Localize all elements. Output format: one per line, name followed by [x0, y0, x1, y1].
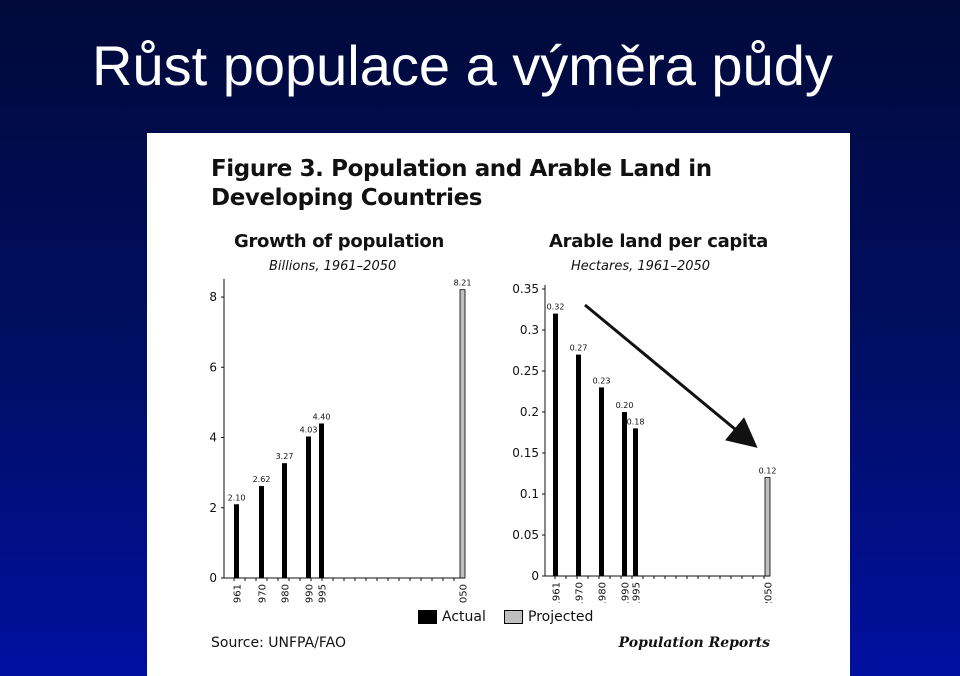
land-ytick-label: 0.25 — [512, 364, 539, 378]
land-value-label: 0.20 — [616, 401, 634, 410]
land-value-label: 0.32 — [547, 303, 565, 312]
pop-value-label: 4.03 — [300, 425, 318, 434]
left-chart-subtitle: Billions, 1961–2050 — [269, 259, 397, 274]
land-category-label: 1995 — [632, 582, 643, 603]
pop-bar-1990 — [306, 436, 311, 578]
land-ytick-label: 0 — [531, 569, 539, 583]
pop-value-label: 8.21 — [454, 279, 472, 288]
land-bar-1995 — [633, 428, 638, 576]
pop-ytick-label: 8 — [209, 290, 217, 304]
land-bar-1980 — [599, 387, 604, 576]
pop-category-label: 1995 — [318, 584, 329, 603]
pop-value-label: 2.62 — [253, 475, 271, 484]
pop-bar-1970 — [259, 485, 264, 578]
pop-bar-2050 — [459, 289, 466, 579]
land-bar-2050 — [764, 477, 771, 577]
legend-actual-swatch — [418, 610, 437, 624]
right-chart-title: Arable land per capita — [549, 231, 769, 252]
pop-category-label: 1970 — [258, 584, 269, 603]
land-category-label: 1990 — [621, 582, 632, 603]
land-ytick-label: 0.15 — [512, 446, 539, 460]
land-value-label: 0.23 — [593, 376, 611, 385]
pop-bar-1995 — [319, 423, 324, 578]
pop-ytick-label: 4 — [209, 431, 217, 445]
land-ytick-label: 0.05 — [512, 528, 539, 542]
pop-value-label: 3.27 — [276, 452, 294, 461]
pop-value-label: 2.10 — [228, 493, 246, 502]
land-category-label: 2050 — [764, 582, 775, 603]
pop-category-label: 1980 — [281, 584, 292, 603]
legend-projected: Projected — [504, 609, 593, 625]
pop-value-label: 4.40 — [313, 412, 331, 421]
pop-category-label: 1990 — [305, 584, 316, 603]
legend-projected-swatch — [504, 610, 523, 624]
legend-actual: Actual — [418, 609, 486, 625]
pop-category-label: 2050 — [459, 584, 470, 603]
land-ytick-label: 0.1 — [520, 487, 539, 501]
pop-bar-1980 — [282, 463, 287, 578]
land-bar-1961 — [553, 313, 558, 576]
land-category-label: 1961 — [552, 582, 563, 603]
figure-title: Figure 3. Population and Arable Land in … — [211, 156, 712, 211]
right-chart-subtitle: Hectares, 1961–2050 — [571, 259, 711, 274]
charts-svg: 0 2 4 6 8 2.10 1961 2.62 1970 3.27 1980 4.03 1990 4.4… — [209, 279, 777, 603]
land-value-label: 0.18 — [627, 417, 645, 426]
land-ytick-label: 0.35 — [512, 282, 539, 296]
pop-bar-1961 — [234, 504, 239, 578]
pop-category-label: 1961 — [233, 584, 244, 603]
legend-projected-label: Projected — [528, 609, 594, 625]
legend-actual-label: Actual — [442, 609, 486, 625]
land-bar-1970 — [576, 354, 581, 576]
left-chart-title: Growth of population — [234, 231, 445, 252]
slide-title: Růst populace a výměra půdy — [92, 34, 833, 97]
pop-ytick-label: 6 — [209, 360, 217, 374]
land-bar-1990 — [622, 412, 627, 576]
pop-ytick-label: 2 — [209, 501, 217, 515]
land-ytick-label: 0.2 — [520, 405, 539, 419]
pop-ytick-label: 0 — [209, 571, 217, 585]
source-note: Source: UNFPA/FAO — [211, 635, 346, 651]
land-value-label: 0.12 — [759, 467, 777, 476]
land-ytick-label: 0.3 — [520, 323, 539, 337]
publisher-note: Population Reports — [618, 635, 770, 651]
trend-arrow — [584, 303, 758, 448]
land-category-label: 1970 — [575, 582, 586, 603]
figure-panel: Figure 3. Population and Arable Land in … — [147, 133, 850, 676]
land-category-label: 1980 — [598, 582, 609, 603]
land-value-label: 0.27 — [570, 344, 588, 353]
